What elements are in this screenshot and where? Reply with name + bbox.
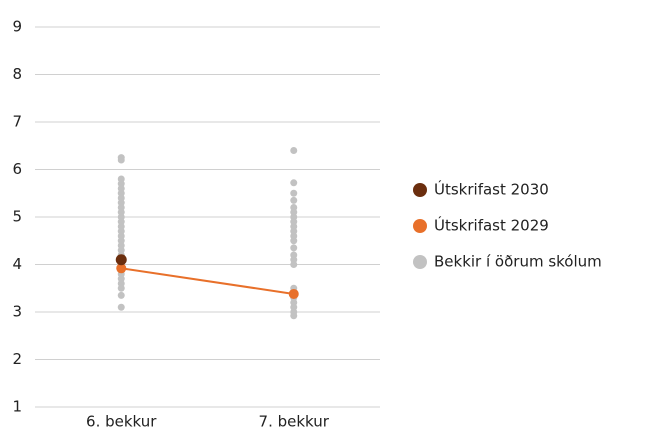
y-tick-label: 2 (12, 350, 22, 368)
y-tick-label: 3 (12, 303, 22, 321)
legend-swatch (413, 219, 427, 233)
other-class-dot (117, 154, 125, 162)
point (115, 254, 127, 266)
other-class-dot (117, 175, 125, 183)
other-class-dot (290, 244, 298, 252)
other-class-dot (117, 303, 125, 311)
other-class-dot (290, 204, 298, 211)
x-tick-label: 7. bekkur (259, 413, 330, 431)
other-class-dot (290, 189, 298, 197)
legend-label: Útskrifast 2029 (434, 216, 549, 235)
other-class-dot (290, 147, 298, 154)
y-tick-label: 5 (12, 208, 22, 226)
legend-label: Bekkir í öðrum skólum (434, 253, 602, 271)
other-class-dot (290, 196, 298, 204)
y-tick-label: 4 (12, 255, 22, 273)
y-tick-label: 9 (12, 18, 22, 36)
legend-label: Útskrifast 2030 (434, 180, 549, 199)
y-tick-label: 1 (12, 398, 22, 416)
series-line (121, 267, 294, 295)
other-class-dot (290, 179, 298, 187)
y-tick-label: 7 (12, 113, 22, 131)
other-class-dot (117, 291, 125, 299)
y-tick-label: 6 (12, 160, 22, 178)
y-tick-label: 8 (12, 65, 22, 83)
line-point (288, 288, 299, 299)
legend-swatch (413, 255, 427, 269)
other-class-dot (290, 251, 298, 259)
line-point (116, 263, 127, 274)
x-tick-label: 6. bekkur (86, 413, 157, 431)
legend-swatch (413, 183, 427, 197)
